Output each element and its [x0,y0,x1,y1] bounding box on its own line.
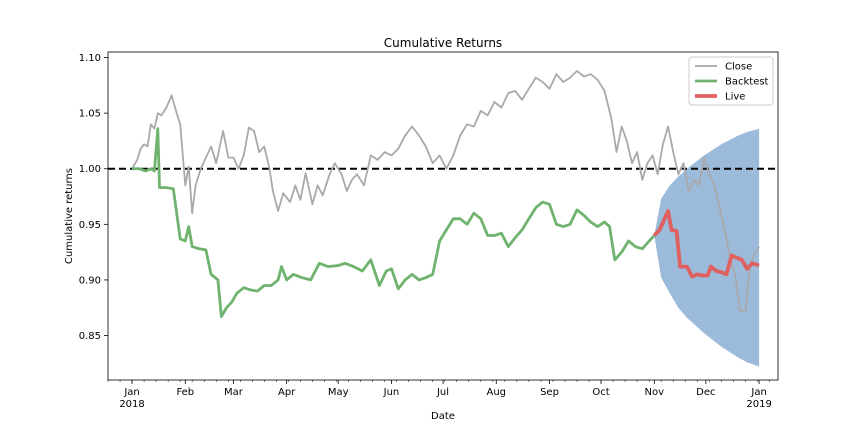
x-tick-year-label: 2018 [119,399,144,410]
x-tick-label: Sep [540,387,559,398]
x-tick-label: Jan [750,387,766,398]
x-tick-label: Jul [436,387,449,398]
y-axis: 0.85 0.90 0.95 1.00 1.05 1.10 [79,53,108,342]
x-tick-label: Feb [176,387,194,398]
x-tick-label: Mar [224,387,244,398]
y-tick-label: 1.00 [79,164,101,175]
confidence-band [654,128,760,367]
series-line-close [131,70,760,312]
x-tick-label: Oct [592,387,609,398]
legend-label-close: Close [725,62,752,73]
legend-label-live: Live [725,92,745,103]
y-tick-label: 1.10 [79,53,101,64]
x-tick-year-label: 2019 [746,399,771,410]
y-tick-label: 0.85 [79,331,101,342]
x-tick-label: May [328,387,349,398]
x-tick-label: Jan [123,387,139,398]
legend: Close Backtest Live [688,56,774,106]
y-tick-label: 0.95 [79,220,101,231]
series-line-live [652,209,760,279]
y-axis-label: Cumulative returns [64,168,75,264]
x-tick-label: Apr [278,387,296,398]
legend-box [688,56,774,106]
x-tick-label: Dec [696,387,715,398]
x-axis-label: Date [431,411,455,422]
chart-title: Cumulative Returns [384,36,502,50]
legend-label-backtest: Backtest [725,77,769,88]
confidence-band-layer [654,128,760,367]
series-layer [131,70,760,318]
x-tick-label: Nov [645,387,665,398]
x-tick-label: Aug [486,387,506,398]
y-tick-label: 0.90 [79,275,101,286]
series-line-backtest [132,127,656,318]
y-tick-label: 1.05 [79,109,101,120]
x-tick-label: Jun [383,387,400,398]
